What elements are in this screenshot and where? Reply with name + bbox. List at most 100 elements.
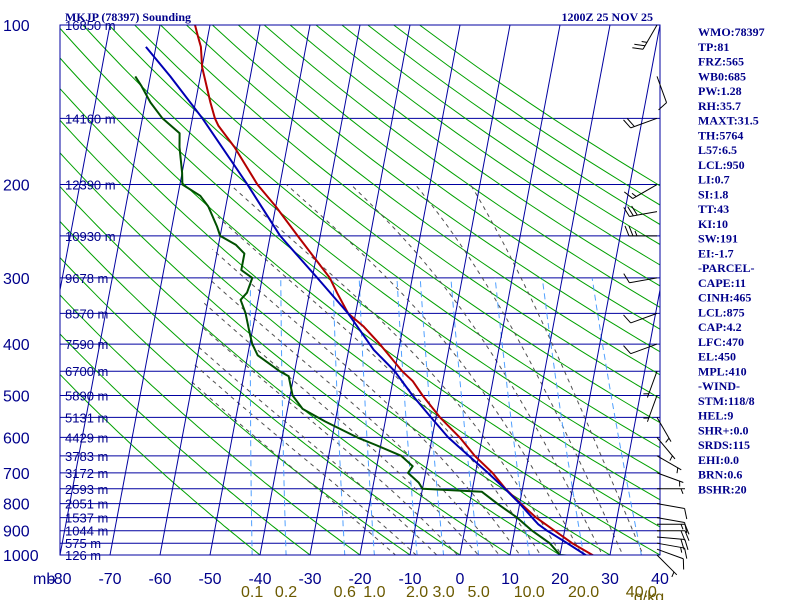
height-label: 3172 m [65,466,108,481]
isotherm-line [609,287,660,555]
temperature-profile-line [194,25,595,555]
height-label: 1044 m [65,524,108,539]
index-entry: TH:5764 [698,128,743,142]
dry-adiabat [108,25,660,449]
height-label: 9678 m [65,271,108,286]
index-entry: MAXT:31.5 [698,114,759,128]
wind-barb [656,455,682,474]
isotherm-line [559,25,660,555]
index-entry: TP:81 [698,40,729,54]
wind-barb [656,472,684,487]
wind-barb [656,503,688,520]
height-label: 7590 m [65,337,108,352]
index-entry: TT:43 [698,202,729,216]
moist-adiabat [217,216,542,555]
mixing-ratio-label: 20.0 [568,584,599,600]
mixing-ratio-label: 0.1 [241,584,263,600]
pressure-tick-label: 1000 [3,548,39,565]
index-entry: WMO:78397 [698,25,765,39]
wind-barb [623,117,658,129]
temperature-tick-label: -50 [198,571,221,588]
pressure-tick-label: 100 [3,18,30,35]
mixing-ratio-label: 0.6 [334,584,356,600]
chart-time: 1200Z 25 NOV 25 [562,10,653,24]
dry-adiabat [160,25,660,400]
wind-barb [656,437,676,461]
height-label: 126 m [65,548,101,563]
mixing-ratio-line [249,277,253,555]
wind-barb [656,548,685,570]
isotherm-line [309,25,411,555]
dry-adiabat [60,185,511,555]
wind-barb [657,530,690,541]
chart-title: MKJP (78397) Sounding [65,10,191,24]
index-entry: CAP:4.2 [698,320,742,334]
isotherm-line [60,25,161,555]
temperature-tick-label: -60 [148,571,171,588]
dry-adiabat [237,25,660,330]
dry-adiabat [341,25,660,246]
dry-adiabat [263,25,660,308]
index-entry: LCL:950 [698,158,745,172]
index-entry: SHR+:0.0 [698,423,749,437]
parcel-profile-line [145,46,588,555]
mixing-ratio-label: 2.0 [406,584,428,600]
moist-adiabat [200,325,459,555]
dry-adiabats [60,25,660,555]
pressure-labels: 100 200 300 400 500 600 700 800 900 1000 [3,18,39,565]
dry-adiabat [60,119,611,555]
index-entry: -PARCEL- [698,261,754,275]
mixing-ratio-label: 0.2 [275,584,297,600]
height-label: 14160 m [65,111,116,126]
temperature-tick-label: 30 [601,571,619,588]
dry-adiabat [60,57,660,528]
dry-adiabat [60,333,311,555]
moist-adiabat [190,380,397,555]
wind-barb [623,312,658,324]
index-entry: PW:1.28 [698,84,742,98]
indices-panel: WMO:78397TP:81FRZ:565WB0:685PW:1.28RH:35… [698,25,765,496]
wind-barb [623,273,658,284]
wind-barb [656,76,668,111]
dry-adiabat [186,25,660,376]
index-entry: FRZ:565 [698,55,744,69]
index-entry: RH:35.7 [698,99,741,113]
mixing-ratio-line [494,277,530,555]
index-entry: EHI:0.0 [698,453,739,467]
isotherm-line [359,25,461,555]
moist-adiabat [470,184,644,555]
index-entry: STM:118/8 [698,394,755,408]
moist-adiabat [212,248,521,555]
mixing-ratio-label: 1.0 [363,584,385,600]
wind-barb [623,343,658,355]
height-label: 5131 m [65,410,108,425]
height-label: 10930 m [65,229,116,244]
index-entry: CAPE:11 [698,276,746,290]
mixing-ratio-label: 40.0 [626,584,657,600]
wind-barb [656,542,688,559]
mixing-ratio-line [591,277,642,555]
wind-barb [643,371,658,398]
dry-adiabat [60,294,361,555]
wind-barb [643,395,658,422]
temperature-tick-label: -30 [298,571,321,588]
mixing-ratio-label: 5.0 [467,584,489,600]
dry-adiabat [60,27,660,501]
dry-adiabat [289,25,660,287]
temperature-tick-label: -70 [98,571,121,588]
mixing-ratio-line [541,277,585,555]
wind-barb [624,225,657,237]
pressure-tick-label: 400 [3,337,30,354]
isotherm-line [60,25,111,293]
height-label: 575 m [65,536,101,551]
moist-adiabat [350,184,603,555]
mixing-ratio-line [332,277,346,555]
isotherm-line [509,25,611,555]
index-entry: KI:10 [698,217,728,231]
index-entry: L57:6.5 [698,143,737,157]
dewpoint-profile-line [134,75,574,555]
pressure-tick-label: 800 [3,497,30,514]
wind-barb [656,417,672,443]
moist-adiabats [190,184,644,555]
